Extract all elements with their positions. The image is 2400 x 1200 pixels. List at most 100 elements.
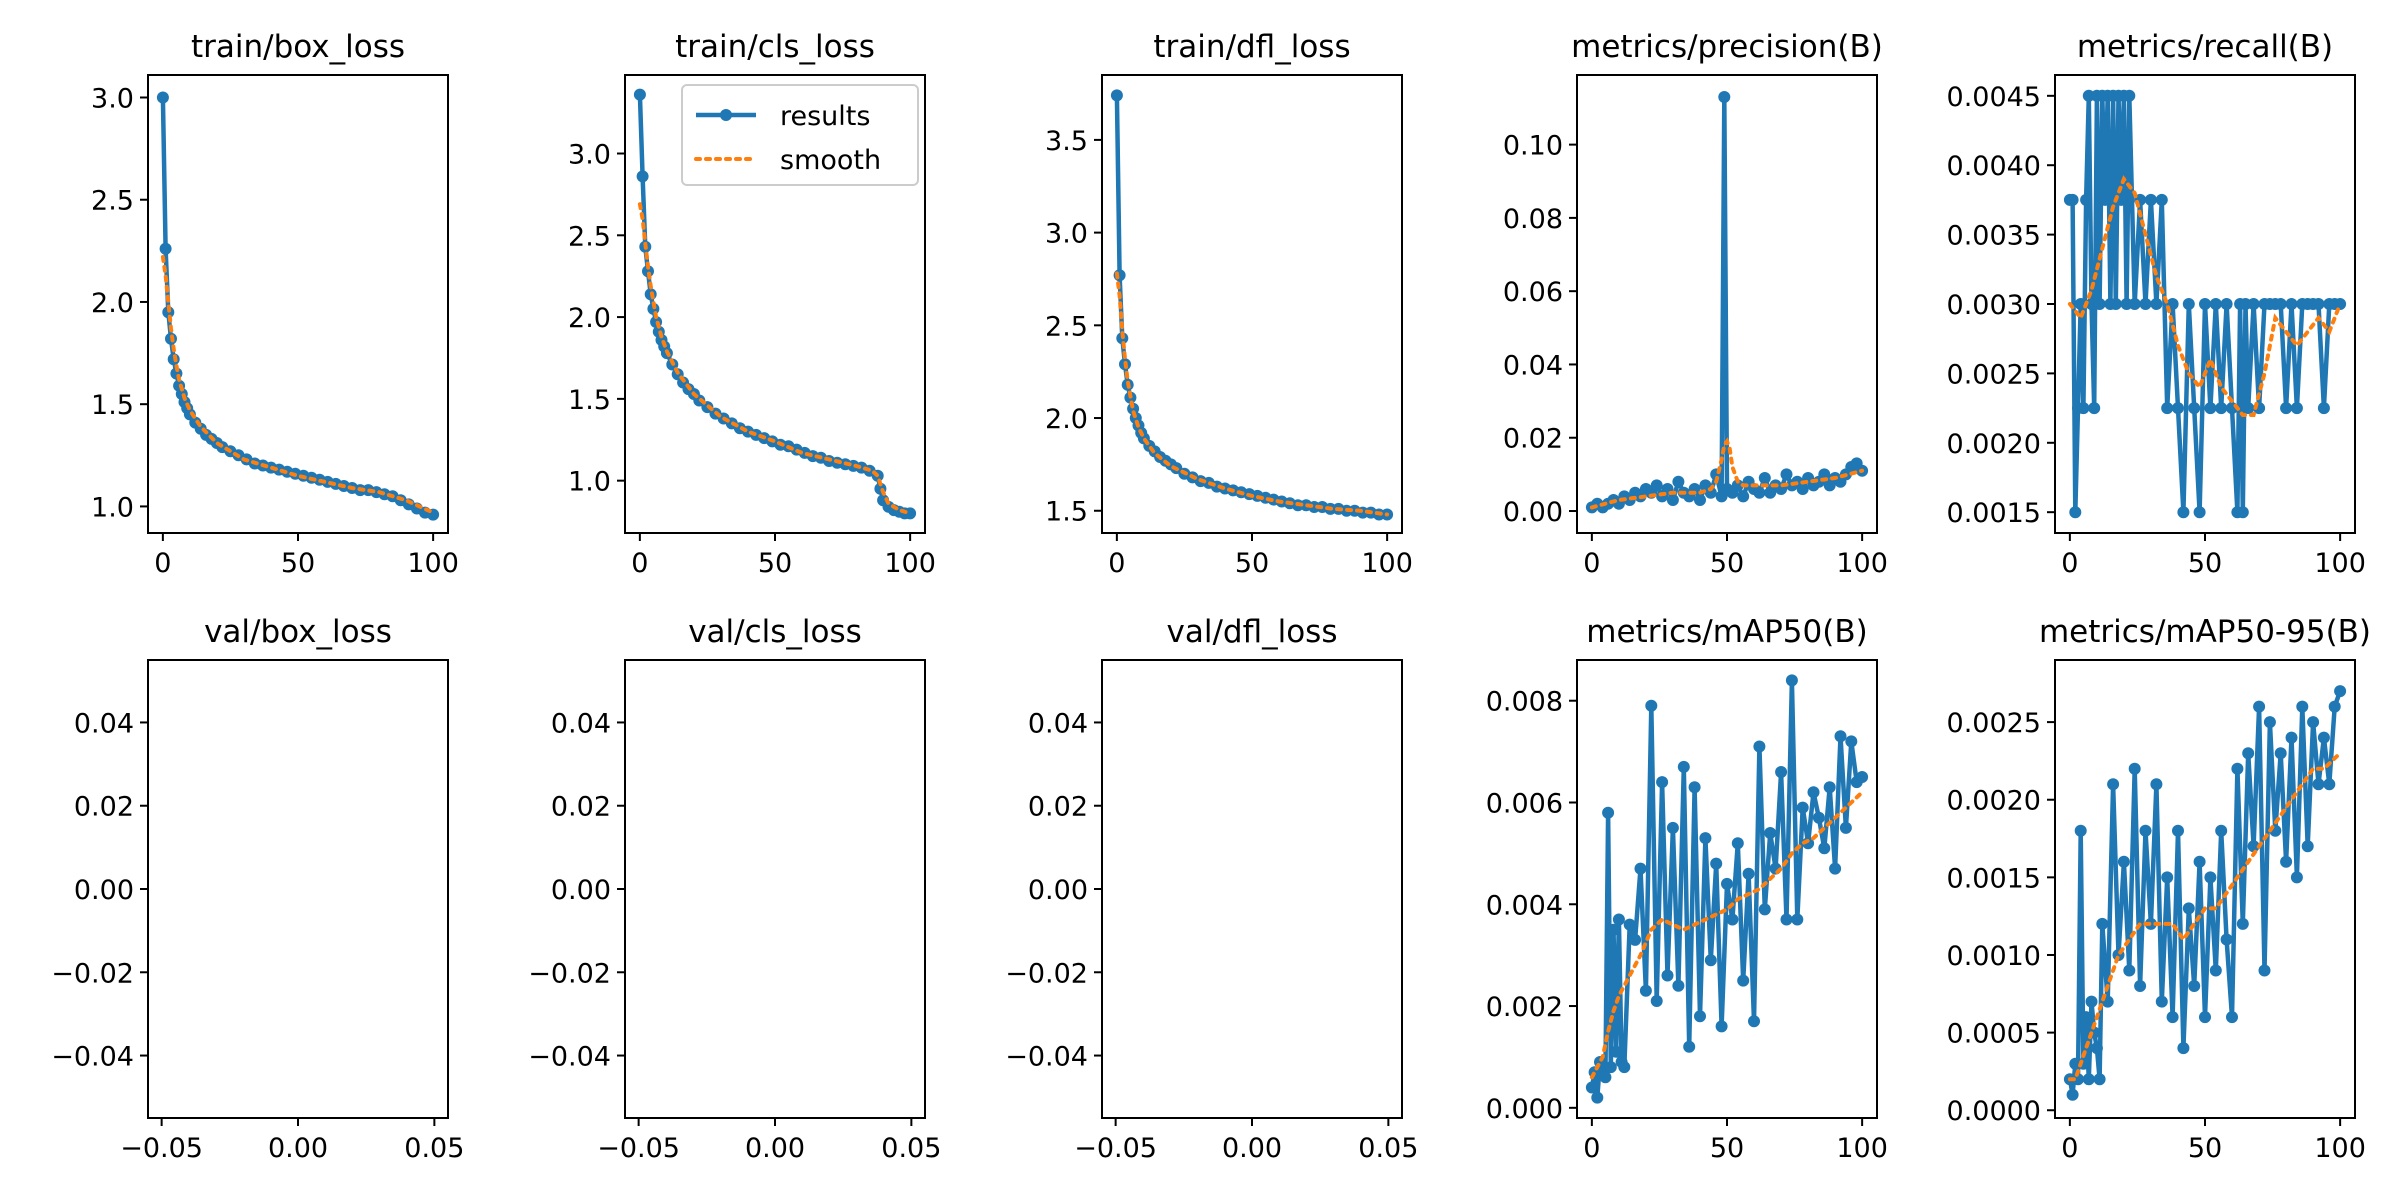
results-point	[636, 170, 649, 183]
results-point	[2317, 402, 2330, 415]
results-point	[1677, 760, 1690, 773]
y-tick-label: 2.0	[1045, 404, 1088, 435]
results-line	[1590, 94, 1864, 510]
x-tick-label: 0	[154, 548, 171, 579]
y-tick-label: 3.5	[1045, 126, 1088, 157]
plot-area	[2063, 89, 2347, 519]
x-tick-label: 0.00	[745, 1133, 805, 1164]
plot-area	[156, 91, 440, 521]
smooth-line	[160, 255, 436, 515]
results-point	[1726, 913, 1739, 926]
y-tick-label: 0.0020	[1947, 429, 2041, 460]
y-tick-label: 0.0015	[1947, 863, 2041, 894]
smooth-line	[637, 202, 913, 516]
results-point	[1737, 490, 1750, 503]
results-point	[1612, 913, 1625, 926]
x-tick-label: 0.00	[1222, 1133, 1282, 1164]
results-point	[2093, 298, 2106, 310]
results-point	[1823, 781, 1836, 794]
results-point	[1818, 842, 1831, 855]
results-point	[1666, 494, 1679, 506]
results-point	[2172, 824, 2184, 837]
x-tick-label: 50	[281, 548, 315, 579]
y-tick-label: 0.0040	[1947, 151, 2041, 182]
panel-title: val/box_loss	[204, 614, 392, 650]
smooth-line	[1589, 437, 1865, 510]
results-point	[1645, 699, 1658, 712]
results-point	[1704, 486, 1717, 499]
results-point	[1834, 730, 1847, 743]
results-point	[2231, 762, 2244, 775]
results-point	[2236, 917, 2249, 930]
x-tick-label: 50	[1710, 1133, 1744, 1164]
results-point	[2296, 700, 2309, 713]
results-point	[2226, 1011, 2238, 1024]
results-point	[1694, 494, 1706, 506]
plot-area	[1585, 91, 1869, 514]
results-point	[1785, 674, 1798, 687]
legend-results-marker	[720, 109, 732, 121]
y-tick-label: 0.02	[551, 792, 611, 823]
y-tick-label: 0.02	[1028, 792, 1088, 823]
results-point	[1683, 1040, 1696, 1053]
results-point	[2242, 402, 2255, 415]
results-point	[1796, 483, 1809, 495]
results-point	[2209, 964, 2222, 977]
results-point	[2188, 402, 2201, 415]
y-tick-label: 0.0035	[1947, 221, 2041, 252]
results-point	[1731, 479, 1744, 492]
results-point	[1856, 771, 1869, 783]
results-point	[2312, 298, 2325, 310]
panel-metrics-recall-b: metrics/recall(B) 0 50 100 0.0015 0.0020 0.002…	[1947, 29, 2366, 579]
results-point	[2301, 840, 2314, 853]
results-point	[1737, 974, 1750, 987]
y-tick-label: 0.04	[551, 708, 611, 739]
panel-title: val/dfl_loss	[1167, 614, 1338, 650]
results-point	[1699, 832, 1712, 845]
legend-smooth-label: smooth	[780, 145, 881, 176]
results-point	[1688, 781, 1701, 794]
results-point	[1780, 468, 1793, 481]
results-point	[1742, 867, 1755, 880]
plot-area	[633, 88, 917, 520]
results-point	[1639, 984, 1652, 997]
results-point	[2080, 1011, 2093, 1024]
results-point	[1694, 1010, 1706, 1023]
y-tick-label: 0.06	[1503, 277, 1563, 308]
y-tick-label: 0.0025	[1947, 708, 2041, 739]
results-point	[2274, 298, 2287, 310]
results-point	[904, 507, 917, 520]
x-tick-label: 0	[1583, 1133, 1600, 1164]
results-point	[1758, 472, 1771, 484]
results-point	[2290, 871, 2303, 884]
results-point	[1661, 969, 1674, 982]
results-point	[2069, 506, 2082, 519]
plot-area	[1110, 89, 1394, 521]
y-tick-label: −0.02	[51, 958, 134, 989]
results-point	[1818, 468, 1831, 481]
x-tick-label: 50	[2188, 548, 2222, 579]
x-tick-label: 50	[1710, 548, 1744, 579]
results-point	[1829, 862, 1842, 875]
x-tick-label: 0	[1583, 548, 1600, 579]
y-tick-label: 1.5	[568, 385, 611, 416]
results-point	[2209, 298, 2222, 310]
results-point	[2066, 193, 2079, 206]
panel-title: train/box_loss	[191, 29, 405, 65]
results-point	[1715, 1020, 1728, 1033]
results-point	[2182, 902, 2195, 915]
results-point	[2134, 980, 2147, 992]
results-point	[1591, 1091, 1604, 1104]
y-tick-label: 0.00	[1503, 497, 1563, 528]
y-tick-label: 3.0	[91, 83, 134, 114]
y-tick-label: 0.0010	[1947, 941, 2041, 972]
y-tick-label: 0.008	[1486, 687, 1563, 718]
panel-title: train/cls_loss	[675, 29, 875, 65]
results-point	[2096, 917, 2109, 930]
results-point	[1650, 995, 1663, 1007]
y-tick-label: −0.02	[1005, 958, 1088, 989]
results-point	[2177, 1042, 2190, 1055]
panel-val-box-loss: val/box_loss −0.05 0.00 0.05 −0.04 −0.02 0.00 0…	[51, 614, 464, 1164]
results-point	[2077, 402, 2090, 415]
